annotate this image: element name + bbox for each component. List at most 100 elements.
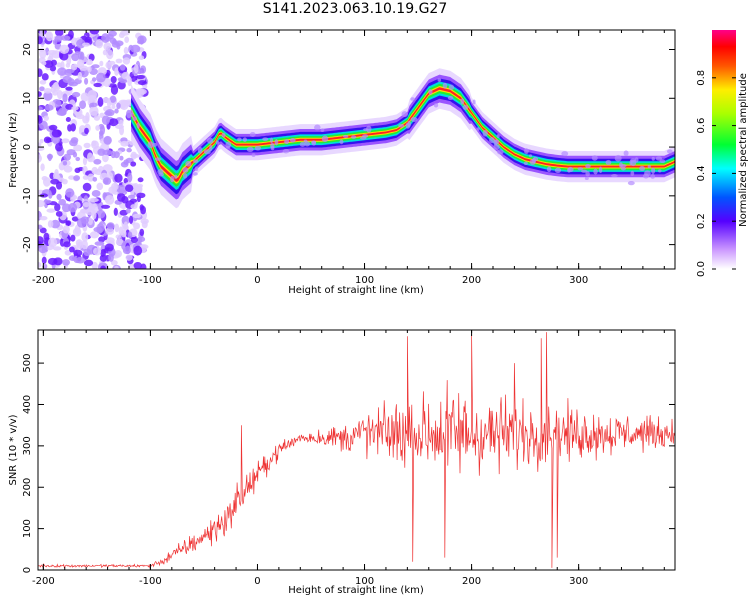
heatmap-noise-blob — [38, 68, 43, 77]
heatmap-side-blob — [366, 125, 372, 133]
heatmap-noise-blob — [62, 259, 70, 266]
heatmap-noise-blob — [82, 202, 90, 208]
snr-line — [38, 332, 675, 569]
heatmap-noise-blob — [99, 254, 108, 262]
heatmap-noise-blob — [89, 102, 98, 108]
heatmap-noise-blob — [138, 55, 145, 60]
heatmap-side-blob — [311, 140, 317, 144]
heatmap-noise-blob — [77, 59, 85, 68]
heatmap-noise-blob — [113, 207, 118, 217]
heatmap-noise-blob — [91, 190, 101, 197]
heatmap-noise-blob — [101, 33, 110, 43]
heatmap-side-blob — [658, 169, 662, 173]
heatmap-noise-blob — [95, 209, 106, 219]
heatmap-noise-blob — [38, 106, 43, 111]
spectrogram-x-label: Height of straight line (km) — [288, 285, 424, 296]
heatmap-side-blob — [136, 122, 140, 129]
colorbar-ticks: 0.0 0.2 0.4 0.6 0.8 — [696, 70, 736, 277]
heatmap-noise-blob — [38, 154, 42, 163]
snr-panel: -200 -100 0 100 200 300 0 100 200 300 400 500 Heigh… — [8, 329, 676, 596]
heatmap-side-blob — [284, 139, 290, 145]
heatmap-noise-blob — [130, 153, 140, 158]
heatmap-side-blob — [623, 150, 629, 157]
heatmap-noise-blob — [135, 74, 146, 80]
snr-y-label: SNR (10 * v/v) — [8, 414, 19, 485]
heatmap-noise-blob — [81, 239, 88, 250]
heatmap-noise-blob — [103, 135, 112, 145]
heatmap-side-blob — [630, 170, 635, 176]
heatmap-noise-blob — [73, 249, 83, 257]
heatmap-side-blob — [546, 166, 552, 173]
heatmap-side-blob — [249, 131, 256, 138]
y-tick-label: 100 — [22, 519, 33, 538]
heatmap-side-blob — [174, 174, 178, 179]
heatmap-side-blob — [154, 157, 162, 161]
heatmap-side-blob — [593, 168, 598, 175]
heatmap-noise-blob — [73, 175, 81, 181]
heatmap-noise-blob — [54, 169, 59, 177]
heatmap-side-blob — [269, 137, 274, 144]
heatmap-noise-blob — [108, 253, 114, 262]
y-tick-label: 0 — [22, 144, 33, 150]
x-tick-label: 100 — [355, 275, 374, 286]
x-tick-label: 300 — [569, 576, 588, 587]
heatmap-noise-blob — [43, 88, 53, 94]
heatmap-side-blob — [197, 146, 203, 154]
heatmap-noise-blob — [42, 61, 47, 66]
heatmap-side-blob — [289, 138, 296, 143]
heatmap-noise-blob — [69, 139, 78, 147]
heatmap-noise-blob — [84, 77, 89, 85]
heatmap-noise-blob — [118, 103, 126, 109]
heatmap-noise-blob — [38, 36, 43, 45]
heatmap-noise-blob — [100, 204, 111, 209]
heatmap-noise-blob — [104, 194, 115, 205]
heatmap-noise-blob — [55, 142, 63, 152]
heatmap-noise-blob — [69, 246, 75, 253]
heatmap-noise-blob — [136, 88, 147, 95]
heatmap-noise-blob — [39, 138, 44, 144]
heatmap-noise-blob — [62, 93, 68, 103]
heatmap-side-blob — [581, 169, 588, 173]
heatmap-noise-blob — [66, 149, 76, 156]
heatmap-side-blob — [482, 130, 488, 137]
heatmap-noise-blob — [130, 204, 138, 210]
heatmap-noise-blob — [104, 243, 114, 252]
heatmap-noise-blob — [56, 90, 63, 100]
heatmap-noise-blob — [114, 223, 120, 233]
heatmap-noise-blob — [43, 91, 53, 101]
heatmap-side-blob — [489, 137, 495, 144]
heatmap-noise-blob — [125, 254, 133, 261]
heatmap-noise-blob — [62, 225, 70, 234]
heatmap-noise-blob — [115, 234, 122, 239]
heatmap-noise-blob — [75, 156, 81, 162]
heatmap-noise-blob — [38, 91, 42, 97]
heatmap-noise-blob — [102, 49, 108, 56]
heatmap-side-blob — [225, 141, 232, 148]
heatmap-noise-blob — [65, 117, 71, 122]
heatmap-noise-blob — [102, 149, 113, 156]
heatmap-noise-blob — [133, 63, 139, 74]
heatmap-side-blob — [209, 144, 213, 152]
heatmap-side-blob — [314, 124, 321, 131]
heatmap-side-blob — [647, 164, 651, 169]
heatmap-noise-blob — [109, 95, 117, 103]
heatmap-side-blob — [585, 163, 591, 169]
heatmap-noise-blob — [91, 77, 97, 82]
heatmap-noise-blob — [106, 49, 114, 60]
heatmap-noise-blob — [82, 175, 89, 180]
heatmap-noise-blob — [97, 97, 104, 107]
snr-x-label: Height of straight line (km) — [288, 585, 424, 596]
heatmap-side-blob — [523, 148, 529, 154]
heatmap-noise-blob — [91, 203, 99, 214]
heatmap-noise-blob — [106, 98, 112, 109]
heatmap-side-blob — [132, 116, 137, 121]
y-tick-label: 500 — [22, 354, 33, 373]
heatmap-side-blob — [437, 77, 442, 82]
heatmap-noise-blob — [114, 249, 122, 258]
heatmap-noise-blob — [43, 115, 50, 121]
heatmap-side-blob — [237, 137, 242, 142]
y-tick-label: -10 — [22, 188, 33, 204]
heatmap-noise-blob — [93, 247, 102, 256]
heatmap-side-blob — [304, 141, 311, 147]
heatmap-noise-blob — [127, 172, 133, 183]
